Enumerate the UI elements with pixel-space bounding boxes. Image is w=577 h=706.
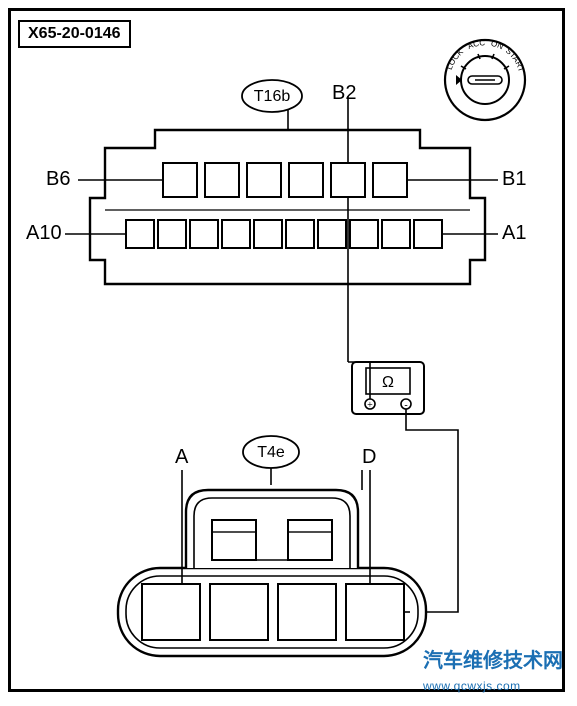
pin-b1-label: B1 bbox=[502, 168, 526, 191]
connector-t16b: T16b bbox=[65, 80, 498, 362]
pin-a-label: A bbox=[175, 446, 188, 469]
pin-b2-label: B2 bbox=[332, 82, 356, 105]
svg-text:ACC: ACC bbox=[466, 38, 486, 51]
watermark-zh: 汽车维修技术网 bbox=[423, 650, 563, 672]
meter-plus: + bbox=[367, 400, 373, 411]
pin-a1-label: A1 bbox=[502, 222, 526, 245]
watermark-en: www.qcwxjs.com bbox=[423, 679, 521, 693]
meter-symbol: Ω bbox=[382, 374, 394, 391]
connector-t4e: T4e bbox=[118, 436, 426, 656]
ign-pos-acc: ACC bbox=[466, 38, 486, 51]
connector-top-label: T16b bbox=[254, 88, 291, 105]
pin-d-label: D bbox=[362, 446, 376, 469]
watermark: 汽车维修技术网 www.qcwxjs.com bbox=[423, 644, 563, 696]
svg-text:ON: ON bbox=[490, 39, 505, 52]
pin-a10-label: A10 bbox=[26, 222, 62, 245]
ohmmeter-icon: Ω + - bbox=[352, 362, 424, 414]
ign-pos-on: ON bbox=[490, 39, 505, 52]
ignition-switch-icon: LOCK ACC ON START bbox=[445, 38, 526, 120]
connector-bottom-label: T4e bbox=[257, 444, 285, 461]
pin-b6-label: B6 bbox=[46, 168, 70, 191]
